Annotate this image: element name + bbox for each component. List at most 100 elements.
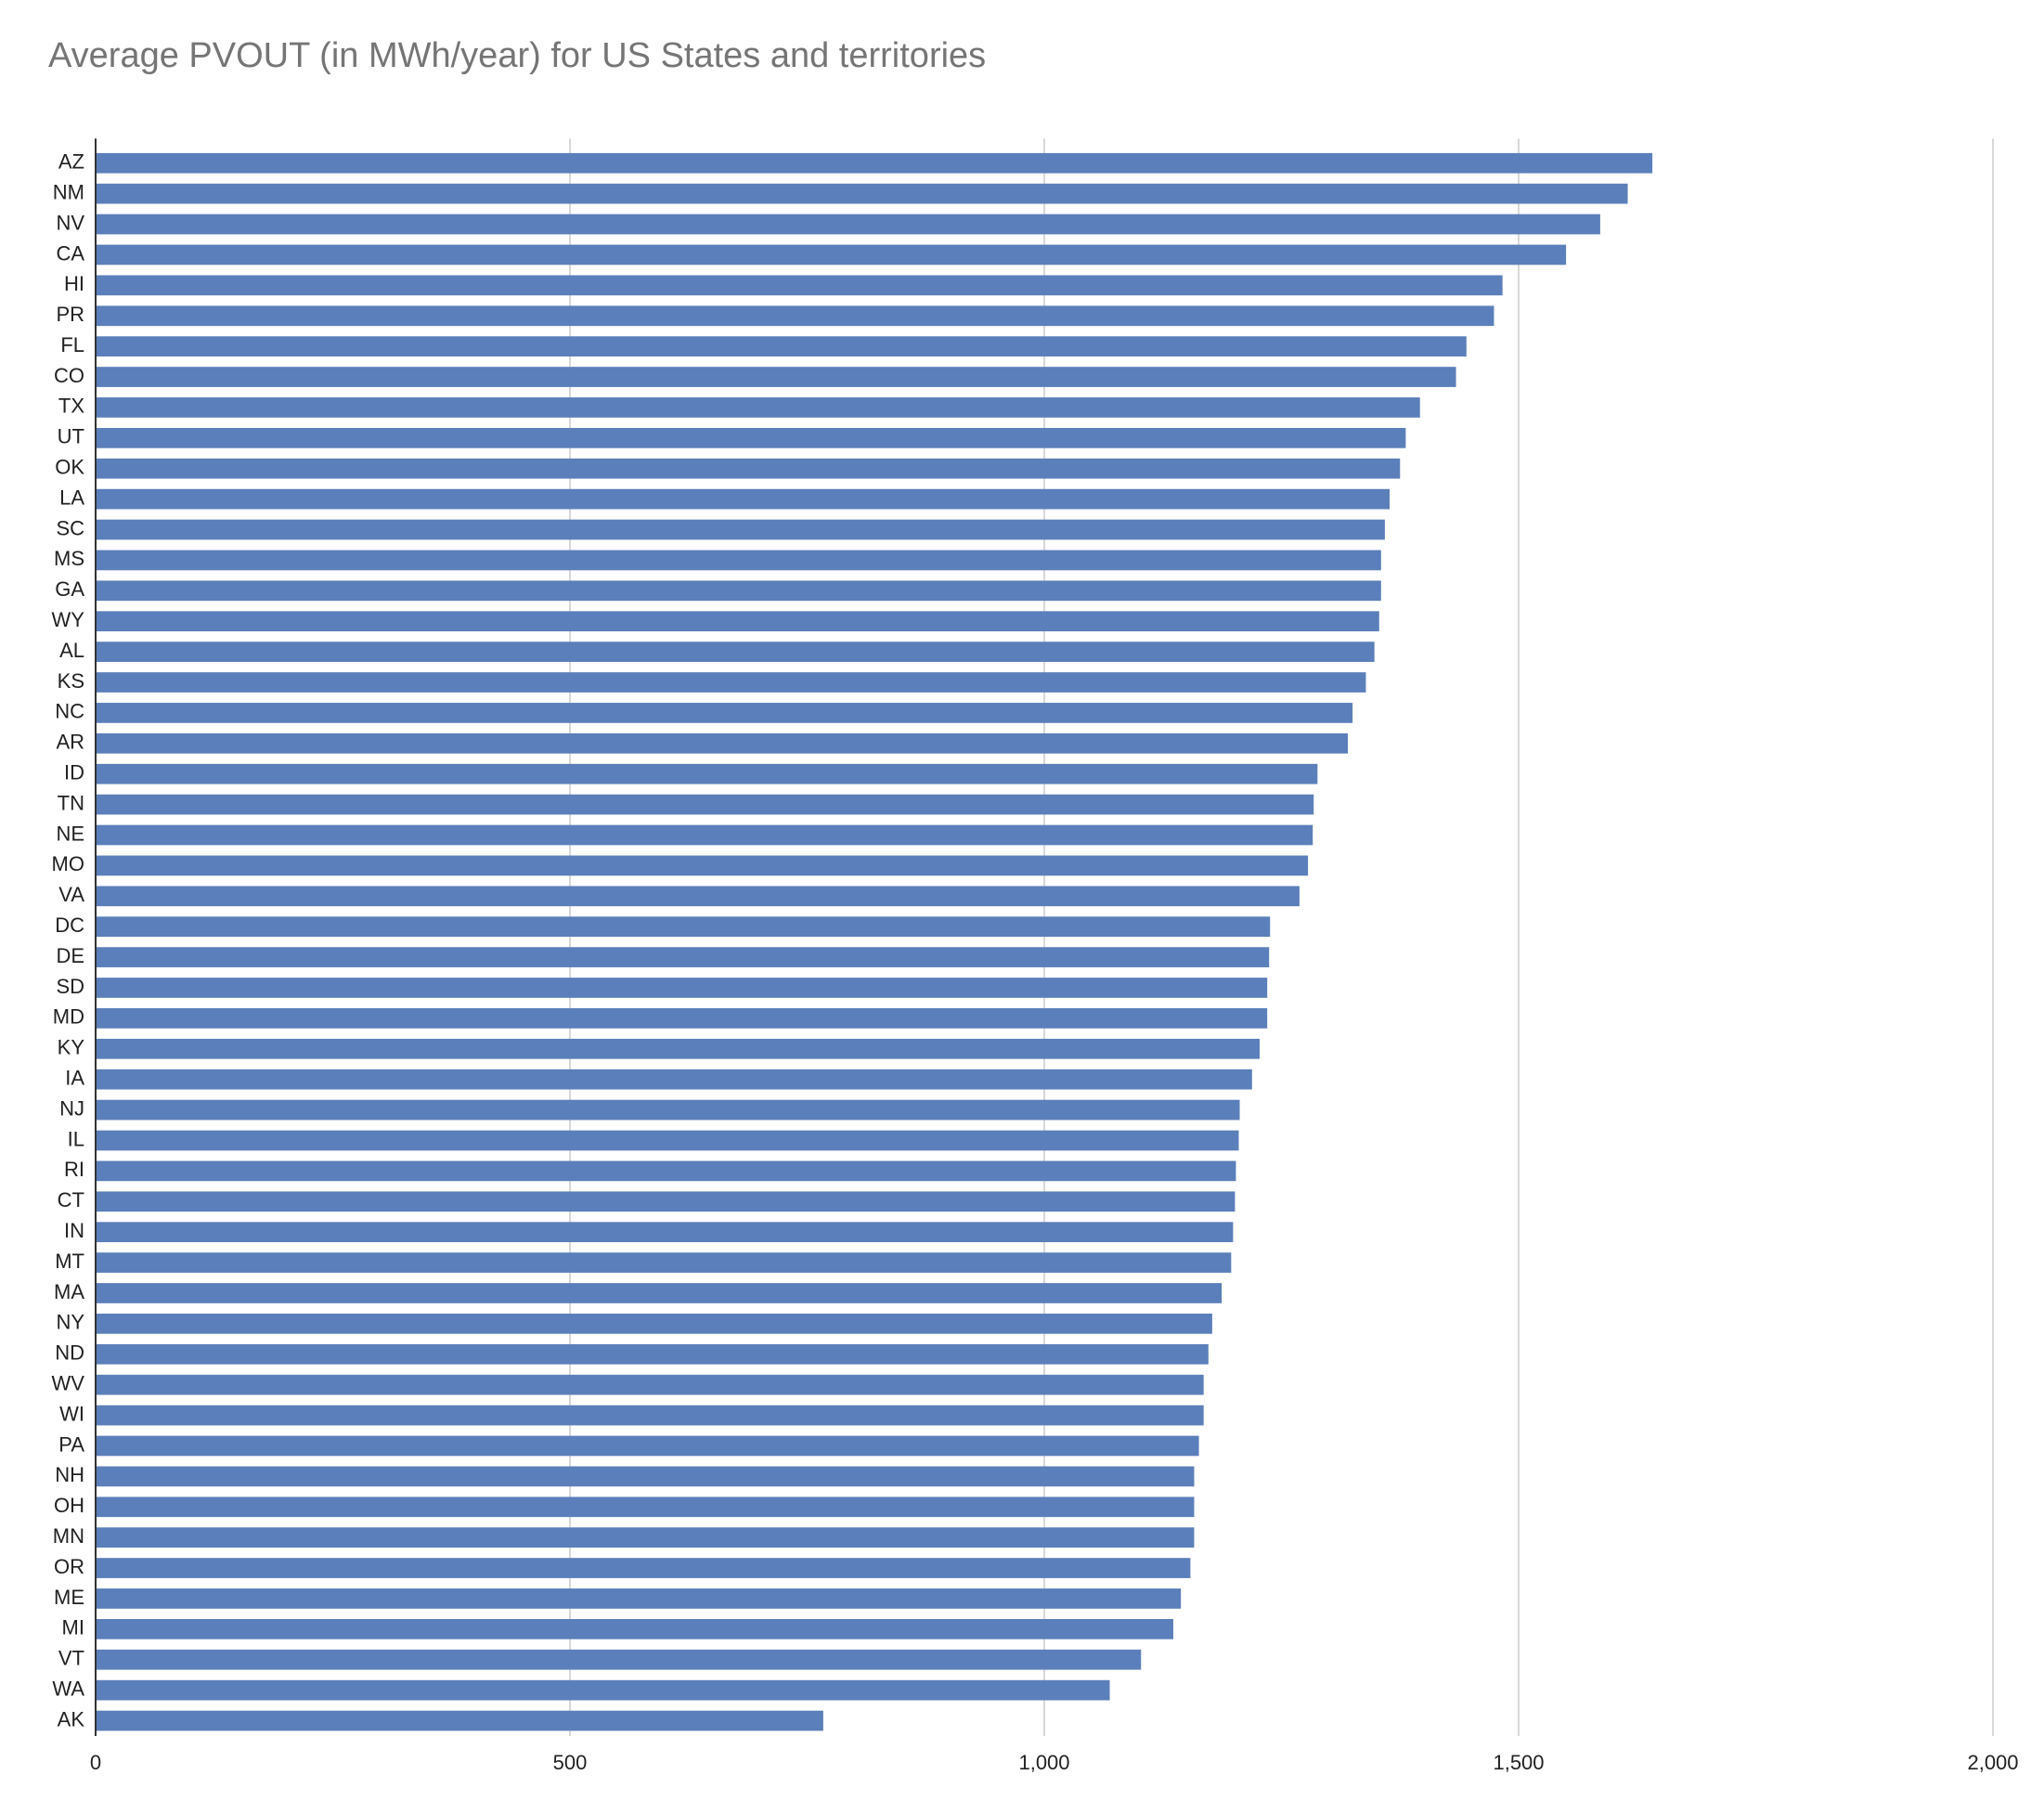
y-tick-label: NH — [55, 1463, 84, 1486]
bar — [96, 244, 1567, 266]
bar — [96, 214, 1600, 235]
y-tick-label: DE — [56, 944, 84, 967]
bar — [96, 1619, 1173, 1639]
y-tick-label: TN — [58, 791, 84, 814]
bar — [96, 488, 1391, 510]
bar — [96, 1527, 1195, 1548]
bar — [96, 824, 1313, 846]
y-tick-label: SC — [56, 516, 84, 539]
y-tick-label: IN — [64, 1219, 84, 1242]
bar — [96, 763, 1318, 784]
bar — [96, 305, 1494, 327]
bar — [96, 1069, 1252, 1090]
bar — [96, 641, 1375, 662]
y-tick-label: ME — [54, 1586, 84, 1609]
y-tick-label: MO — [52, 852, 84, 875]
bar — [96, 611, 1379, 632]
bar — [96, 732, 1349, 754]
bar — [96, 672, 1366, 693]
y-tick-label: MS — [54, 547, 84, 570]
bar — [96, 1405, 1204, 1426]
y-tick-label: ID — [64, 761, 84, 784]
y-tick-label: MN — [53, 1524, 84, 1548]
bar — [96, 886, 1300, 907]
bar — [96, 1130, 1239, 1151]
y-tick-label: WA — [52, 1677, 84, 1700]
bar — [96, 275, 1503, 296]
y-tick-label: NY — [56, 1311, 84, 1334]
y-tick-label: MA — [54, 1280, 84, 1303]
bar — [96, 1497, 1195, 1518]
bar — [96, 1343, 1209, 1365]
y-tick-label: RI — [64, 1158, 84, 1181]
bar — [96, 1679, 1110, 1701]
y-tick-label: WI — [59, 1402, 84, 1425]
y-tick-label: AR — [56, 731, 84, 754]
bar — [96, 580, 1381, 602]
bar — [96, 1588, 1182, 1609]
y-tick-label: GA — [55, 577, 84, 601]
bar — [96, 1008, 1268, 1029]
y-tick-label: VT — [58, 1647, 84, 1670]
y-tick-label: PA — [58, 1432, 84, 1456]
y-tick-label: PR — [56, 303, 84, 326]
y-tick-label: NE — [56, 822, 84, 845]
bar — [96, 1435, 1199, 1457]
y-tick-label: ND — [55, 1341, 84, 1365]
y-tick-label: AL — [59, 639, 84, 662]
bar — [96, 947, 1270, 967]
y-tick-label: TX — [58, 395, 84, 418]
y-tick-label: CO — [54, 364, 84, 387]
y-tick-label: KS — [58, 669, 84, 693]
y-tick-label: OK — [55, 456, 84, 479]
y-tick-label: HI — [64, 272, 84, 295]
bar — [96, 397, 1420, 418]
y-tick-label: NC — [55, 700, 84, 723]
y-tick-label: IA — [65, 1067, 84, 1090]
bar — [96, 794, 1314, 815]
y-tick-label: MI — [62, 1616, 84, 1639]
bar — [96, 1191, 1235, 1212]
bar — [96, 336, 1467, 356]
bar — [96, 183, 1628, 204]
y-tick-label: MD — [53, 1005, 84, 1029]
y-tick-label: OH — [54, 1494, 84, 1517]
x-tick-label: 1,000 — [1018, 1751, 1069, 1774]
bar — [96, 1222, 1234, 1243]
chart-title: Average PVOUT (in MWh/year) for US State… — [48, 36, 986, 75]
bar — [96, 427, 1406, 448]
bar — [96, 367, 1456, 387]
y-tick-label: WV — [52, 1371, 85, 1394]
y-tick-label: SD — [56, 975, 84, 998]
bar — [96, 1283, 1223, 1303]
bar — [96, 1252, 1232, 1273]
y-tick-label: OR — [54, 1555, 84, 1578]
bar — [96, 1314, 1212, 1334]
bar — [96, 1099, 1240, 1121]
y-tick-label: KY — [58, 1036, 85, 1059]
bar — [96, 1649, 1142, 1670]
bar — [96, 1558, 1191, 1578]
bar — [96, 1466, 1195, 1487]
bar — [96, 978, 1268, 998]
y-tick-label: CA — [56, 241, 84, 265]
bar — [96, 703, 1353, 723]
x-tick-label: 1,500 — [1493, 1751, 1544, 1774]
y-tick-label: WY — [52, 608, 85, 631]
y-tick-label: NJ — [59, 1096, 84, 1120]
y-tick-label: FL — [60, 333, 84, 356]
y-tick-label: MT — [55, 1250, 84, 1273]
bar — [96, 458, 1401, 479]
x-tick-label: 2,000 — [1967, 1751, 2018, 1774]
x-tick-label: 500 — [553, 1751, 588, 1774]
y-tick-label: CT — [58, 1188, 84, 1211]
y-tick-label: VA — [58, 883, 84, 906]
x-tick-label: 0 — [90, 1751, 101, 1774]
bar — [96, 519, 1385, 540]
y-tick-label: LA — [59, 486, 84, 509]
y-tick-label: AZ — [58, 150, 84, 174]
bar — [96, 1038, 1260, 1059]
y-tick-label: UT — [58, 425, 84, 448]
y-tick-label: DC — [55, 913, 84, 937]
